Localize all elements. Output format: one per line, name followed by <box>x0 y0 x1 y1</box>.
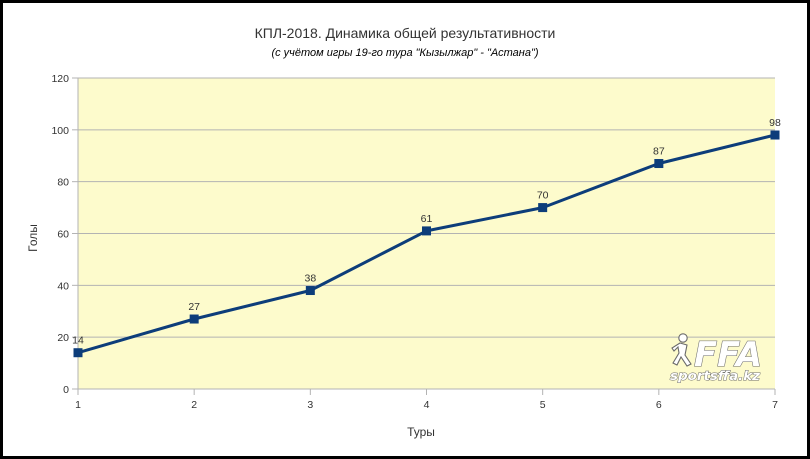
data-label: 38 <box>304 273 316 285</box>
chart-subtitle: (с учётом игры 19-го тура "Кызылжар" - "… <box>271 47 538 59</box>
data-point <box>73 348 83 358</box>
x-axis-title: Туры <box>407 425 435 439</box>
data-label: 14 <box>72 335 84 347</box>
watermark-ffa: FFA <box>694 335 762 375</box>
data-label: 98 <box>769 117 781 129</box>
x-axis-ticks: 1 2 3 4 5 6 7 <box>75 389 778 411</box>
data-point <box>305 286 315 296</box>
watermark-logo: FFA sportsffa.kz <box>670 333 763 383</box>
y-tick-label: 0 <box>63 384 69 396</box>
x-tick-label: 7 <box>772 399 778 411</box>
watermark-site: sportsffa.kz <box>670 369 761 383</box>
data-point <box>189 314 199 324</box>
y-tick-label: 40 <box>57 280 69 292</box>
data-label: 61 <box>421 213 433 225</box>
y-tick-label: 20 <box>57 332 69 344</box>
data-point <box>538 203 548 213</box>
x-tick-label: 5 <box>540 399 546 411</box>
y-tick-label: 80 <box>57 177 69 189</box>
y-tick-label: 60 <box>57 229 69 241</box>
x-tick-label: 4 <box>424 399 430 411</box>
x-tick-label: 2 <box>191 399 197 411</box>
x-tick-label: 6 <box>656 399 662 411</box>
y-axis-title: Голы <box>26 224 40 252</box>
data-point <box>422 226 431 236</box>
runner-icon <box>671 333 692 367</box>
x-tick-label: 3 <box>307 399 313 411</box>
data-point <box>654 159 664 169</box>
y-tick-label: 100 <box>51 125 69 137</box>
series-goals: 14 27 38 61 70 87 98 <box>72 117 781 358</box>
y-tick-label: 120 <box>51 73 69 85</box>
data-label: 87 <box>653 146 665 158</box>
data-label: 70 <box>537 190 549 202</box>
gridlines <box>77 77 775 390</box>
y-axis-ticks: 0 20 40 60 80 100 120 <box>51 73 78 396</box>
data-label: 27 <box>188 301 200 313</box>
x-tick-label: 1 <box>75 399 81 411</box>
data-point <box>770 130 780 140</box>
chart-title: КПЛ-2018. Динамика общей результативност… <box>255 25 556 41</box>
